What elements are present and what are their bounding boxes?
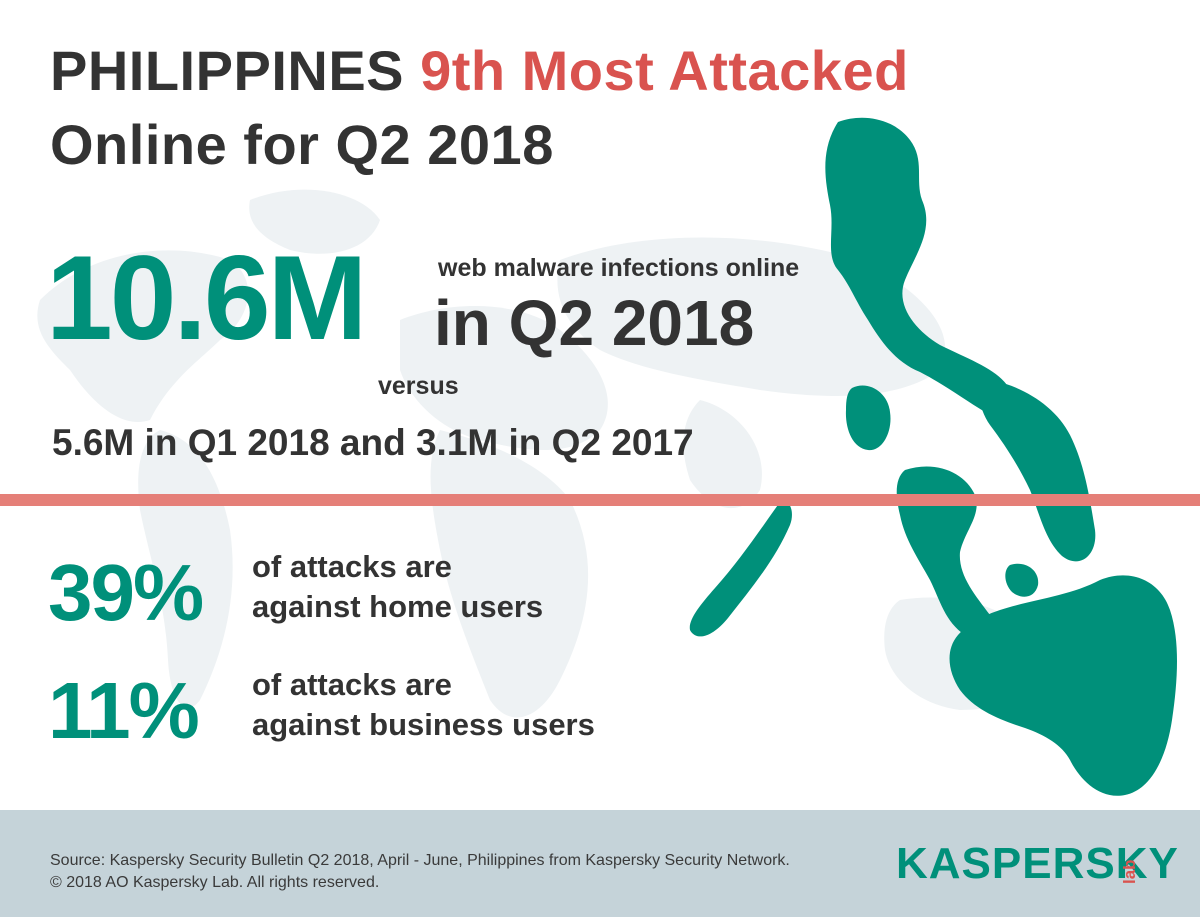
kaspersky-lab-logo: KASPERSKY lab: [896, 840, 1178, 890]
home-users-description: of attacks are against home users: [252, 547, 543, 627]
source-note: Source: Kaspersky Security Bulletin Q2 2…: [50, 850, 790, 894]
footer: Source: Kaspersky Security Bulletin Q2 2…: [0, 810, 1200, 917]
section-divider: [0, 494, 1200, 506]
comparison-text: 5.6M in Q1 2018 and 3.1M in Q2 2017: [52, 422, 694, 463]
home-users-line1: of attacks are: [252, 549, 452, 584]
business-users-line2: against business users: [252, 707, 595, 742]
headline-stat-period: in Q2 2018: [434, 287, 755, 359]
source-line: Source: Kaspersky Security Bulletin Q2 2…: [50, 852, 790, 869]
copyright-line: © 2018 AO Kaspersky Lab. All rights rese…: [50, 874, 380, 891]
business-users-description: of attacks are against business users: [252, 665, 595, 745]
headline-stat-value: 10.6M: [46, 231, 368, 365]
home-users-percent: 39%: [48, 548, 204, 637]
business-users-line1: of attacks are: [252, 667, 452, 702]
home-users-line2: against home users: [252, 589, 544, 624]
page-title: PHILIPPINES 9th Most Attacked: [50, 38, 909, 103]
title-subline: Online for Q2 2018: [50, 113, 554, 176]
logo-lab-mark: lab: [1120, 859, 1139, 884]
headline-stat-caption: web malware infections online: [438, 254, 800, 282]
logo-wordmark: KASPERSKY: [896, 839, 1179, 888]
business-users-percent: 11%: [48, 666, 200, 755]
versus-label: versus: [378, 372, 459, 400]
title-rank: 9th Most Attacked: [420, 39, 909, 102]
philippines-map-illustration: [689, 117, 1177, 796]
title-country: PHILIPPINES: [50, 39, 405, 102]
